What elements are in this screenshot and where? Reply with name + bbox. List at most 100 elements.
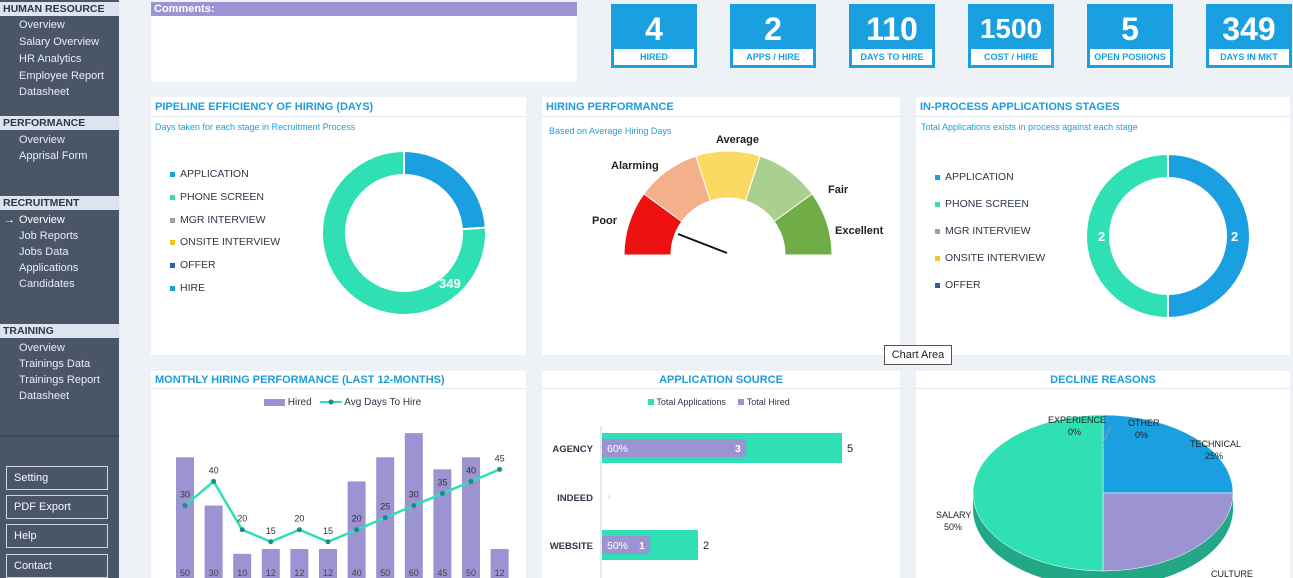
sidebar: HUMAN RESOURCE Overview Salary Overview …: [0, 0, 119, 578]
line-point: [411, 503, 417, 509]
gauge-chart: Poor Alarming Average Fair Excellent: [592, 134, 884, 256]
kpi-label: APPS / HIRE: [733, 49, 813, 65]
sidebar-section-training: TRAINING: [0, 324, 119, 338]
inprocess-panel[interactable]: IN-PROCESS APPLICATIONS STAGES Total App…: [916, 97, 1290, 355]
sidebar-item-hr-analytics[interactable]: HR Analytics: [19, 53, 82, 65]
sidebar-item-applications[interactable]: Applications: [19, 262, 79, 274]
pie-label-technical: TECHNICAL: [1190, 439, 1241, 449]
line-point: [382, 515, 388, 521]
sidebar-item-jobs-data[interactable]: Jobs Data: [19, 246, 69, 258]
sidebar-item-hr-overview[interactable]: Overview: [19, 19, 65, 31]
bar-hired: [176, 457, 194, 578]
sidebar-item-training-overview[interactable]: Overview: [19, 342, 65, 354]
help-button[interactable]: Help: [6, 524, 108, 548]
legend-item: PHONE SCREEN: [170, 191, 264, 203]
sidebar-divider: [0, 435, 119, 437]
decline-title: DECLINE REASONS: [1050, 374, 1156, 386]
pie-label-other: OTHER: [1128, 418, 1160, 428]
line-label: 20: [294, 514, 304, 524]
sidebar-item-training-datasheet[interactable]: Datasheet: [19, 390, 70, 402]
setting-button[interactable]: Setting: [6, 466, 108, 490]
donut-slices: [1085, 152, 1251, 320]
pie-slice-salary: [972, 414, 1104, 572]
contact-button[interactable]: Contact: [6, 554, 108, 578]
sidebar-section-recruitment: RECRUITMENT: [0, 196, 119, 210]
pipeline-panel[interactable]: PIPELINE EFFICIENCY OF HIRING (DAYS) Day…: [151, 97, 526, 355]
title-divider: [916, 388, 1290, 389]
bar-total-label: 2: [703, 540, 709, 552]
legend-label: OFFER: [180, 259, 216, 271]
monthly-panel[interactable]: MONTHLY HIRING PERFORMANCE (LAST 12-MONT…: [151, 371, 526, 578]
decline-reasons-panel[interactable]: DECLINE REASONS EXPERIENCE 0% OTHER 0% T…: [916, 371, 1290, 578]
legend-item: ONSITE INTERVIEW: [935, 252, 1045, 264]
sidebar-item-recruitment-overview[interactable]: → Overview: [0, 212, 119, 228]
bar-hired-label: 3: [735, 443, 741, 455]
kpi-value: 5: [1121, 11, 1139, 47]
legend-label: HIRE: [180, 282, 206, 294]
donut-slice-application: [403, 149, 487, 231]
line-label: 40: [209, 465, 219, 475]
bar-hired-label: 1: [639, 540, 645, 552]
bar-label: 12: [323, 568, 333, 578]
legend-item: MGR INTERVIEW: [170, 214, 266, 226]
line-point: [325, 539, 331, 545]
sidebar-item-trainings-report[interactable]: Trainings Report: [19, 374, 100, 386]
bar-total-label: 5: [847, 443, 853, 455]
legend-swatch: [170, 217, 175, 223]
pie-slice-technical: [1102, 414, 1234, 494]
bar-label: 50: [466, 568, 476, 578]
bar-hired: [319, 549, 337, 578]
kpi-label: HIRED: [614, 49, 694, 65]
comments-field[interactable]: [151, 16, 577, 82]
gauge-label-fair: Fair: [828, 184, 849, 196]
inprocess-subtitle: Total Applications exists in process aga…: [921, 122, 1138, 132]
kpi-cost-per-hire: 1500 COST / HIRE: [968, 4, 1054, 68]
sidebar-item-salary-overview[interactable]: Salary Overview: [19, 36, 100, 48]
legend-label: Total Hired: [746, 397, 790, 407]
bar-hired: [261, 549, 280, 578]
kpi-hired: 4 HIRED: [611, 4, 697, 68]
donut-slices: [321, 149, 487, 316]
legend-item: ONSITE INTERVIEW: [170, 236, 280, 248]
line-label: 40: [466, 465, 476, 475]
donut-slice-application: [1167, 152, 1251, 320]
legend-swatch-hired: [264, 398, 285, 406]
bar-label: 12: [294, 568, 304, 578]
sidebar-item-apprisal-form[interactable]: Apprisal Form: [19, 150, 88, 162]
sidebar-section-performance: PERFORMANCE: [0, 116, 119, 130]
pipeline-subtitle: Days taken for each stage in Recruitment…: [155, 122, 356, 132]
sidebar-item-employee-report[interactable]: Employee Report: [19, 70, 104, 82]
decline-pie-chart: EXPERIENCE 0% OTHER 0% TECHNICAL 25% SAL…: [936, 414, 1253, 578]
kpi-label: OPEN POSIIONS: [1090, 49, 1170, 65]
gauge-needle: [677, 233, 728, 254]
kpi-apps-per-hire: 2 APPS / HIRE: [730, 4, 816, 68]
sidebar-item-job-reports[interactable]: Job Reports: [19, 230, 79, 242]
hiring-performance-panel[interactable]: HIRING PERFORMANCE Based on Average Hiri…: [542, 97, 900, 355]
donut-label-phone-screen: 2: [1098, 229, 1105, 244]
sidebar-item-trainings-data[interactable]: Trainings Data: [19, 358, 91, 370]
kpi-days-to-hire: 110 DAYS TO HIRE: [849, 4, 935, 68]
bar-pct-label: 50%: [607, 540, 628, 552]
pie-label-salary: SALARY: [936, 510, 971, 520]
sidebar-item-candidates[interactable]: Candidates: [19, 278, 75, 290]
bar-hired: [490, 549, 509, 578]
kpi-value: 1500: [979, 13, 1043, 44]
legend-label: ONSITE INTERVIEW: [945, 252, 1046, 264]
bar-pct-label: 60%: [607, 443, 628, 455]
gauge-label-alarming: Alarming: [611, 160, 659, 172]
legend-swatch: [170, 171, 175, 177]
legend-label: Hired: [287, 397, 312, 408]
hiring-performance-subtitle: Based on Average Hiring Days: [549, 126, 672, 136]
legend-label: ONSITE INTERVIEW: [180, 236, 281, 248]
pdf-export-button[interactable]: PDF Export: [6, 495, 108, 519]
sidebar-item-hr-datasheet[interactable]: Datasheet: [19, 86, 70, 98]
bar-label: 30: [209, 568, 219, 578]
legend-label: Avg Days To Hire: [344, 397, 422, 408]
legend-label: OFFER: [945, 279, 981, 291]
bar-label: 50: [180, 568, 190, 578]
application-source-panel[interactable]: APPLICATION SOURCE Total Applications To…: [542, 371, 900, 578]
bar-label: 60: [409, 568, 419, 578]
sidebar-item-performance-overview[interactable]: Overview: [19, 134, 65, 146]
legend-item: MGR INTERVIEW: [935, 225, 1031, 237]
legend-item: OFFER: [170, 259, 216, 271]
